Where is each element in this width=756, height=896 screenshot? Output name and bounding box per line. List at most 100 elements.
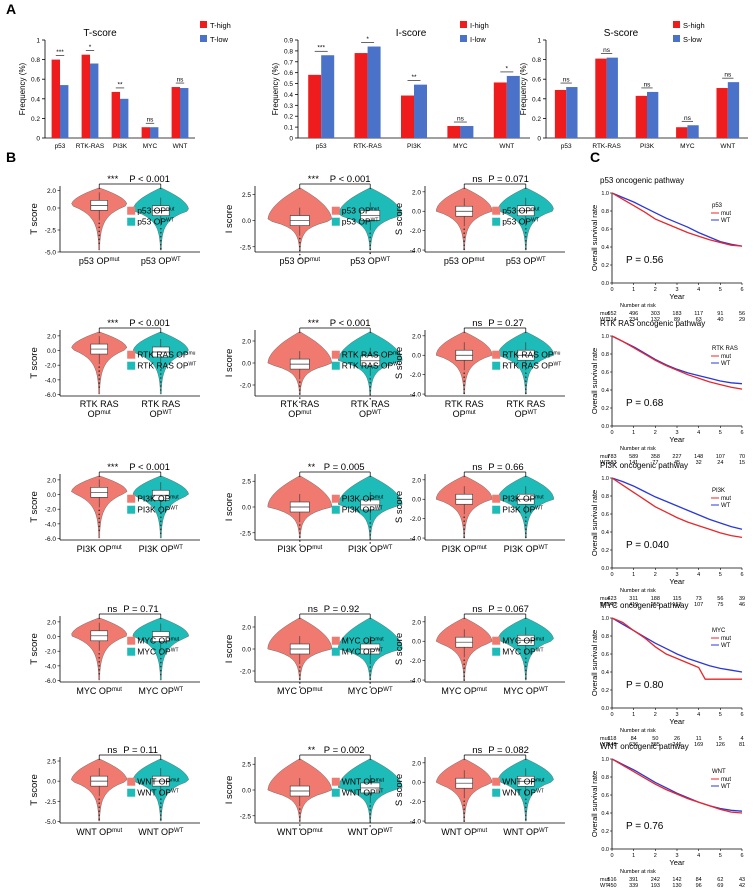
significance-label: ns: [472, 745, 482, 756]
bar-MYC-T-high: [141, 127, 150, 138]
x-tick-label: MYC OPWT: [348, 686, 393, 696]
legend-label: WNT OPWT: [342, 788, 384, 798]
outlier-point: [525, 528, 527, 531]
risk-value-mut: 117: [694, 311, 703, 317]
x-tick-label: 0: [610, 430, 613, 436]
x-tick-label: p53 OPWT: [350, 256, 390, 266]
y-tick-label: 2.5: [242, 479, 251, 486]
legend-label: RTK RAS OPmu: [502, 350, 560, 360]
outlier-point: [369, 686, 372, 688]
outlier-point: [369, 682, 372, 684]
p-value-label: P = 0.11: [123, 745, 158, 756]
outlier-point: [299, 381, 301, 383]
significance-label: ns: [107, 604, 117, 615]
outlier-point: [98, 382, 100, 384]
x-tick-label: 3: [675, 430, 678, 436]
x-tick-label: p53: [55, 143, 66, 150]
outlier-point: [369, 817, 372, 819]
y-tick-label: 0.0: [47, 634, 56, 641]
risk-value-mut: 56: [739, 311, 745, 317]
risk-value-mut: 70: [739, 454, 745, 460]
outlier-point: [463, 800, 466, 803]
legend-swatch: [492, 505, 501, 514]
outlier-point: [98, 818, 100, 820]
x-tick-label: RTK RAS: [351, 399, 390, 409]
y-tick-label: 0.0: [242, 505, 251, 512]
violin-plot-pi3k-1: 2.0 0.0 -2.0 -4.0 -6.0 T score *** P < 0.001 PI3…: [29, 462, 200, 554]
risk-value-mut: 652: [607, 311, 616, 317]
risk-value-mut: 496: [629, 311, 638, 317]
x-tick-label: RTK RAS: [506, 399, 545, 409]
km-legend-title: PI3K: [712, 488, 725, 494]
y-tick-label: 0.7: [284, 59, 293, 66]
y-tick-label: -6.0: [45, 678, 57, 685]
y-tick-label: 0.8: [284, 48, 293, 55]
x-tick-label: MYC OPWT: [138, 686, 183, 696]
y-tick-label: -6.0: [45, 392, 57, 399]
risk-value-mut: 91: [717, 311, 723, 317]
outlier-point: [299, 249, 301, 252]
y-tick-label: 0.0: [242, 647, 251, 654]
violin-plot-pi3k-3: 2.0 0.0 -2.0 -4.0 S score ns P = 0.66 PI3K OPmu…: [394, 462, 565, 554]
outlier-point: [160, 231, 162, 234]
outlier-point: [369, 674, 372, 676]
risk-value-mut: 50: [652, 736, 658, 742]
outlier-point: [160, 532, 162, 535]
risk-value-wt: 46: [739, 602, 745, 608]
p-value-label: P = 0.68: [626, 398, 664, 409]
outlier-point: [160, 385, 162, 387]
outlier-point: [98, 798, 100, 800]
outlier-point: [463, 812, 466, 815]
x-tick-label: MYC OPmut: [76, 686, 122, 696]
risk-value-wt: 42: [739, 883, 745, 889]
y-tick-label: -2.0: [240, 383, 252, 390]
legend-swatch: [331, 350, 340, 359]
outlier-point: [98, 366, 100, 368]
legend-swatch: [331, 217, 340, 226]
outlier-point: [525, 247, 527, 250]
p-value-label: P < 0.001: [330, 174, 371, 185]
x-tick-label: 5: [719, 430, 722, 436]
x-tick-label: 5: [719, 572, 722, 578]
y-tick-label: 2.0: [47, 477, 56, 484]
risk-value-wt: 77: [652, 460, 658, 466]
km-title: PI3K oncogenic pathway: [600, 461, 688, 470]
risk-value-mut: 391: [629, 877, 638, 883]
legend-swatch: [492, 777, 501, 786]
violin-plot-wnt-1: 2.5 0.0 -2.5 -5.0 T score ns P = 0.11 WNT OPmut…: [29, 745, 200, 837]
bar-p53-S-high: [554, 89, 567, 138]
legend-label: PI3K OPmut: [137, 494, 179, 504]
km-legend-label: WT: [721, 643, 731, 649]
y-tick-label: 0.6: [601, 652, 609, 658]
outlier-point: [525, 227, 527, 230]
risk-value-wt: 81: [739, 742, 745, 748]
x-tick-label: 4: [697, 287, 700, 293]
legend-label: p53 OPWT: [342, 217, 379, 227]
y-tick-label: 0.0: [47, 492, 56, 499]
significance-label: ***: [107, 318, 118, 329]
bar-p53-I-low: [321, 55, 335, 138]
x-tick-label: p53 OPWT: [141, 256, 181, 266]
legend-label: PI3K OPWT: [137, 505, 178, 515]
outlier-point: [299, 257, 301, 260]
y-tick-label: 0.0: [412, 353, 421, 360]
risk-value-mut: 115: [673, 596, 682, 602]
y-axis-label: I score: [224, 635, 235, 664]
x-tick-label: 6: [740, 853, 743, 859]
outlier-point: [98, 806, 100, 808]
y-tick-label: -5.0: [45, 819, 57, 826]
outlier-point: [160, 239, 162, 242]
outlier-point: [369, 670, 372, 672]
risk-value-wt: 169: [694, 742, 703, 748]
bar-RTK-RAS-I-high: [354, 53, 368, 138]
y-tick-label: -2.0: [410, 516, 422, 523]
outlier-point: [369, 678, 372, 680]
y-tick-label: 1.0: [601, 616, 609, 622]
risk-value-wt: 29: [739, 317, 745, 323]
x-tick-label: 3: [675, 853, 678, 859]
legend-swatch: [331, 206, 340, 215]
x-tick-label: MYC OPWT: [503, 686, 548, 696]
significance-label: ns: [644, 81, 652, 88]
risk-value-mut: 358: [651, 454, 660, 460]
p-value-label: P < 0.001: [330, 318, 371, 329]
